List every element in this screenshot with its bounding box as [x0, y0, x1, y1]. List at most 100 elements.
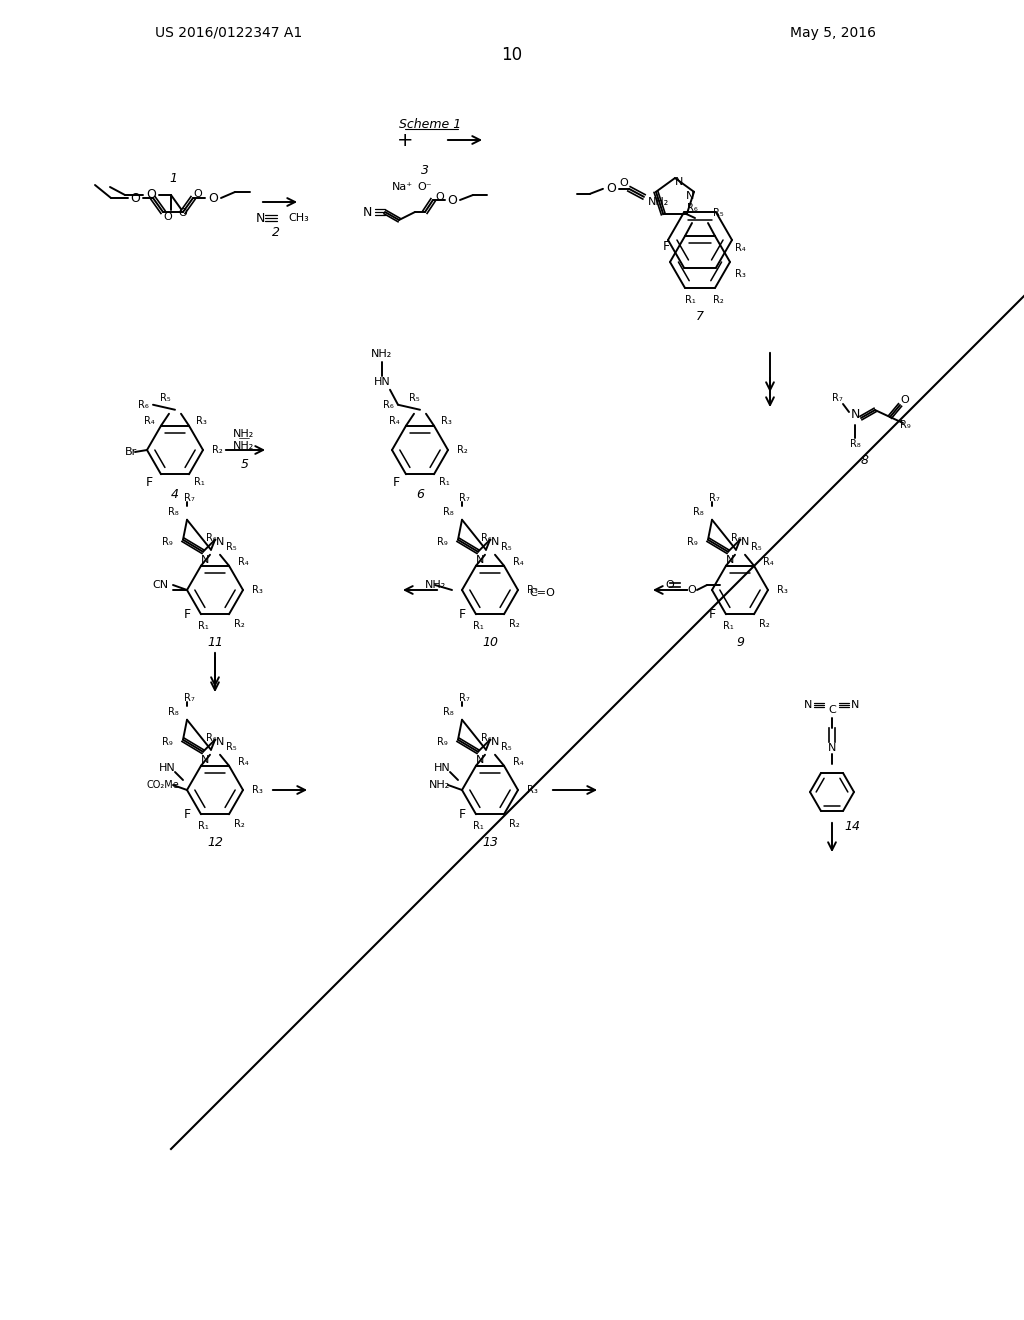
- Text: R₃: R₃: [252, 785, 262, 795]
- Text: R₄: R₄: [389, 416, 399, 426]
- Text: CN: CN: [152, 579, 168, 590]
- Text: N: N: [675, 177, 683, 187]
- Text: F: F: [663, 240, 670, 253]
- Text: R₃: R₃: [196, 416, 207, 426]
- Text: N: N: [216, 537, 224, 546]
- Text: R₃: R₃: [526, 785, 538, 795]
- Text: R₂: R₂: [233, 619, 245, 630]
- Text: N: N: [476, 755, 484, 764]
- Text: F: F: [459, 808, 466, 821]
- Text: NH₂: NH₂: [424, 579, 445, 590]
- Text: NH₂: NH₂: [372, 348, 392, 359]
- Text: R₆: R₆: [206, 533, 216, 543]
- Text: R₃: R₃: [776, 585, 787, 595]
- Text: +: +: [396, 131, 414, 149]
- Text: 10: 10: [482, 635, 498, 648]
- Text: R₄: R₄: [763, 557, 773, 566]
- Text: F: F: [709, 607, 716, 620]
- Text: CO₂Me: CO₂Me: [146, 780, 179, 789]
- Text: O: O: [666, 579, 675, 590]
- Text: R₈: R₈: [692, 507, 703, 516]
- Text: N: N: [850, 408, 860, 421]
- Text: R₈: R₈: [442, 507, 454, 516]
- Text: R₁: R₁: [723, 622, 733, 631]
- Text: N: N: [490, 737, 499, 747]
- Text: R₈: R₈: [168, 507, 178, 516]
- Text: R₄: R₄: [143, 416, 155, 426]
- Text: 9: 9: [736, 635, 744, 648]
- Text: 8: 8: [861, 454, 869, 466]
- Text: N: N: [827, 743, 837, 752]
- Text: HN: HN: [433, 763, 451, 774]
- Text: O⁻: O⁻: [417, 182, 432, 191]
- Text: N: N: [256, 211, 265, 224]
- Text: Br: Br: [125, 447, 137, 457]
- Text: 7: 7: [696, 310, 705, 323]
- Text: R₅: R₅: [409, 393, 419, 403]
- Text: R₈: R₈: [168, 706, 178, 717]
- Text: R₅: R₅: [713, 209, 723, 218]
- Text: F: F: [145, 475, 153, 488]
- Text: O: O: [901, 395, 909, 405]
- Text: R₃: R₃: [734, 269, 745, 279]
- Text: R₉: R₉: [162, 737, 172, 747]
- Text: R₆: R₆: [137, 400, 148, 409]
- Text: O: O: [146, 189, 156, 202]
- Text: R₄: R₄: [238, 557, 249, 566]
- Text: May 5, 2016: May 5, 2016: [790, 26, 876, 40]
- Text: R₁: R₁: [198, 622, 208, 631]
- Text: HN: HN: [374, 376, 390, 387]
- Text: R₁: R₁: [473, 821, 483, 832]
- Text: 3: 3: [421, 164, 429, 177]
- Text: O: O: [164, 213, 172, 222]
- Text: R₈: R₈: [850, 440, 860, 449]
- Text: R₄: R₄: [513, 557, 523, 566]
- Text: R₁: R₁: [198, 821, 208, 832]
- Text: O: O: [606, 182, 615, 195]
- Text: 5: 5: [241, 458, 249, 470]
- Text: R₃: R₃: [526, 585, 538, 595]
- Text: R₅: R₅: [160, 393, 170, 403]
- Text: NH₂: NH₂: [232, 429, 254, 440]
- Text: F: F: [392, 475, 399, 488]
- Text: NH₂: NH₂: [647, 197, 669, 207]
- Text: R₂: R₂: [509, 820, 519, 829]
- Text: R₅: R₅: [501, 541, 511, 552]
- Text: R₇: R₇: [459, 693, 469, 702]
- Text: F: F: [459, 607, 466, 620]
- Text: R₅: R₅: [225, 541, 237, 552]
- Text: R₂: R₂: [457, 445, 467, 455]
- Text: US 2016/0122347 A1: US 2016/0122347 A1: [155, 26, 302, 40]
- Text: R₂: R₂: [233, 820, 245, 829]
- Text: O: O: [194, 189, 203, 199]
- Text: R₈: R₈: [442, 706, 454, 717]
- Text: R₆: R₆: [383, 400, 393, 409]
- Text: N: N: [201, 755, 209, 764]
- Text: R₉: R₉: [436, 537, 447, 546]
- Text: R₉: R₉: [687, 537, 697, 546]
- Text: R₇: R₇: [459, 492, 469, 503]
- Text: R₁: R₁: [194, 478, 205, 487]
- Text: NH₂: NH₂: [232, 441, 254, 451]
- Text: N: N: [686, 191, 694, 201]
- Text: R₆: R₆: [480, 733, 492, 743]
- Text: N: N: [362, 206, 372, 219]
- Text: R₁: R₁: [473, 622, 483, 631]
- Text: O: O: [130, 191, 140, 205]
- Text: N: N: [804, 700, 812, 710]
- Text: 13: 13: [482, 836, 498, 849]
- Text: R₆: R₆: [731, 533, 741, 543]
- Text: N: N: [851, 700, 859, 710]
- Text: R₇: R₇: [831, 393, 843, 403]
- Text: R₅: R₅: [751, 541, 761, 552]
- Text: O: O: [435, 191, 444, 202]
- Text: HN: HN: [159, 763, 175, 774]
- Text: 14: 14: [844, 820, 860, 833]
- Text: R₇: R₇: [183, 693, 195, 702]
- Text: R₇: R₇: [183, 492, 195, 503]
- Text: R₂: R₂: [713, 294, 723, 305]
- Text: F: F: [183, 808, 190, 821]
- Text: F: F: [183, 607, 190, 620]
- Text: 4: 4: [171, 488, 179, 502]
- Text: C=O: C=O: [529, 587, 555, 598]
